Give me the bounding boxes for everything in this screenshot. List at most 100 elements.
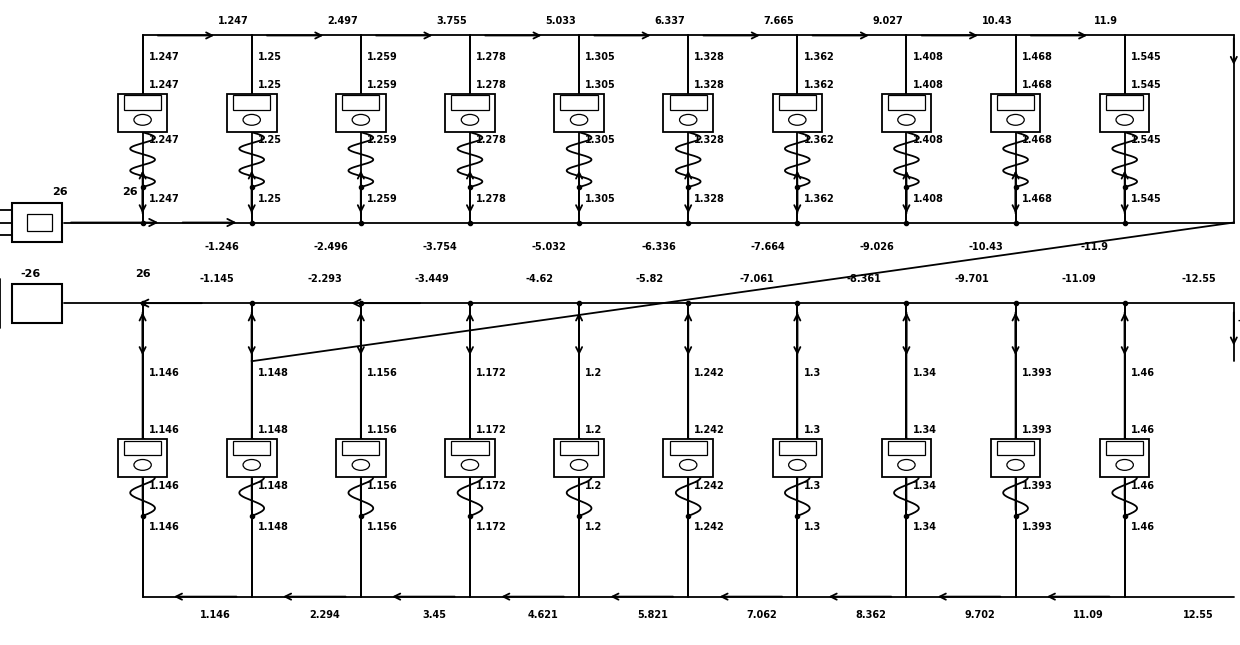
Text: 1.34: 1.34 bbox=[913, 522, 936, 533]
Text: 1.148: 1.148 bbox=[258, 368, 289, 378]
Text: -2.496: -2.496 bbox=[314, 242, 348, 252]
Text: 1.362: 1.362 bbox=[804, 52, 835, 62]
Text: 1.305: 1.305 bbox=[585, 52, 616, 62]
Text: 1.2: 1.2 bbox=[585, 522, 603, 533]
Bar bbox=[560, 95, 598, 110]
Text: 1.242: 1.242 bbox=[694, 368, 725, 378]
Text: 1.259: 1.259 bbox=[367, 80, 398, 90]
Text: 11.9: 11.9 bbox=[1094, 15, 1118, 26]
Text: 1.468: 1.468 bbox=[1022, 135, 1053, 146]
Ellipse shape bbox=[570, 459, 588, 470]
Text: 1.259: 1.259 bbox=[367, 52, 398, 62]
Ellipse shape bbox=[570, 114, 588, 125]
Text: 1.393: 1.393 bbox=[1022, 368, 1053, 378]
Bar bbox=[554, 94, 604, 132]
Text: 1.278: 1.278 bbox=[476, 194, 507, 204]
Text: 1.2: 1.2 bbox=[585, 425, 603, 435]
Text: -1.246: -1.246 bbox=[205, 242, 239, 252]
Text: 5.821: 5.821 bbox=[637, 610, 667, 620]
Text: -4.62: -4.62 bbox=[526, 273, 553, 284]
Text: 2.294: 2.294 bbox=[310, 610, 340, 620]
Bar bbox=[888, 441, 925, 455]
Text: 1.156: 1.156 bbox=[367, 481, 398, 491]
Bar bbox=[445, 94, 495, 132]
Ellipse shape bbox=[461, 459, 479, 470]
Text: 1.172: 1.172 bbox=[476, 481, 507, 491]
Text: 12.55: 12.55 bbox=[1183, 610, 1213, 620]
Text: 1.247: 1.247 bbox=[149, 194, 180, 204]
Text: 1.148: 1.148 bbox=[258, 481, 289, 491]
Text: 1.148: 1.148 bbox=[258, 522, 289, 533]
Text: 1.408: 1.408 bbox=[913, 80, 944, 90]
Text: 8.362: 8.362 bbox=[856, 610, 885, 620]
Ellipse shape bbox=[1116, 114, 1133, 125]
Bar bbox=[888, 95, 925, 110]
Text: 6.337: 6.337 bbox=[655, 15, 684, 26]
Text: 1.328: 1.328 bbox=[694, 194, 725, 204]
Bar bbox=[991, 439, 1040, 477]
Bar bbox=[118, 439, 167, 477]
Text: 1.242: 1.242 bbox=[694, 522, 725, 533]
Text: -11.9: -11.9 bbox=[1081, 242, 1109, 252]
Ellipse shape bbox=[243, 114, 260, 125]
Text: 1.172: 1.172 bbox=[476, 368, 507, 378]
Text: 1.3: 1.3 bbox=[804, 522, 821, 533]
Text: 1.25: 1.25 bbox=[258, 52, 281, 62]
Text: 1.305: 1.305 bbox=[585, 194, 616, 204]
Bar bbox=[882, 439, 931, 477]
Text: 1.259: 1.259 bbox=[367, 135, 398, 146]
Text: 1.278: 1.278 bbox=[476, 80, 507, 90]
Text: -1.145: -1.145 bbox=[200, 273, 234, 284]
Text: 1.25: 1.25 bbox=[258, 135, 281, 146]
Bar bbox=[773, 94, 822, 132]
Text: 1.146: 1.146 bbox=[201, 610, 231, 620]
Text: 9.027: 9.027 bbox=[873, 15, 903, 26]
Text: 3.45: 3.45 bbox=[422, 610, 446, 620]
Text: 1.242: 1.242 bbox=[694, 425, 725, 435]
Text: -3.449: -3.449 bbox=[414, 273, 449, 284]
Bar bbox=[342, 95, 379, 110]
Bar bbox=[233, 95, 270, 110]
Text: 1.545: 1.545 bbox=[1131, 194, 1162, 204]
Text: 7.665: 7.665 bbox=[764, 15, 794, 26]
Text: -6.336: -6.336 bbox=[641, 242, 676, 252]
Text: 9.702: 9.702 bbox=[965, 610, 994, 620]
Text: 1.393: 1.393 bbox=[1022, 522, 1053, 533]
Ellipse shape bbox=[789, 459, 806, 470]
Text: 26: 26 bbox=[135, 268, 150, 279]
Bar bbox=[233, 441, 270, 455]
Bar bbox=[1100, 94, 1149, 132]
Ellipse shape bbox=[1007, 114, 1024, 125]
Text: 1.545: 1.545 bbox=[1131, 80, 1162, 90]
Text: 1.46: 1.46 bbox=[1131, 522, 1154, 533]
Text: 1.545: 1.545 bbox=[1131, 135, 1162, 146]
Bar bbox=[336, 94, 386, 132]
Text: 7.062: 7.062 bbox=[746, 610, 776, 620]
Bar bbox=[227, 439, 277, 477]
Text: 1.46: 1.46 bbox=[1131, 481, 1154, 491]
Text: 1.148: 1.148 bbox=[258, 425, 289, 435]
Text: -7.061: -7.061 bbox=[739, 273, 774, 284]
Bar bbox=[779, 95, 816, 110]
Bar bbox=[27, 213, 52, 231]
Text: -11.09: -11.09 bbox=[1061, 273, 1096, 284]
Bar bbox=[124, 441, 161, 455]
Ellipse shape bbox=[898, 459, 915, 470]
Text: 10.43: 10.43 bbox=[982, 15, 1012, 26]
Text: 1.278: 1.278 bbox=[476, 135, 507, 146]
Ellipse shape bbox=[461, 114, 479, 125]
Ellipse shape bbox=[243, 459, 260, 470]
Text: 1.278: 1.278 bbox=[476, 52, 507, 62]
Bar bbox=[124, 95, 161, 110]
Text: 1.362: 1.362 bbox=[804, 135, 835, 146]
Ellipse shape bbox=[134, 114, 151, 125]
Bar bbox=[1100, 439, 1149, 477]
Text: 1.468: 1.468 bbox=[1022, 194, 1053, 204]
Text: 1.2: 1.2 bbox=[585, 368, 603, 378]
Text: 11.09: 11.09 bbox=[1074, 610, 1104, 620]
Bar bbox=[560, 441, 598, 455]
Text: 1.146: 1.146 bbox=[149, 522, 180, 533]
Text: 1.468: 1.468 bbox=[1022, 52, 1053, 62]
Bar bbox=[1106, 441, 1143, 455]
Text: 1.156: 1.156 bbox=[367, 522, 398, 533]
